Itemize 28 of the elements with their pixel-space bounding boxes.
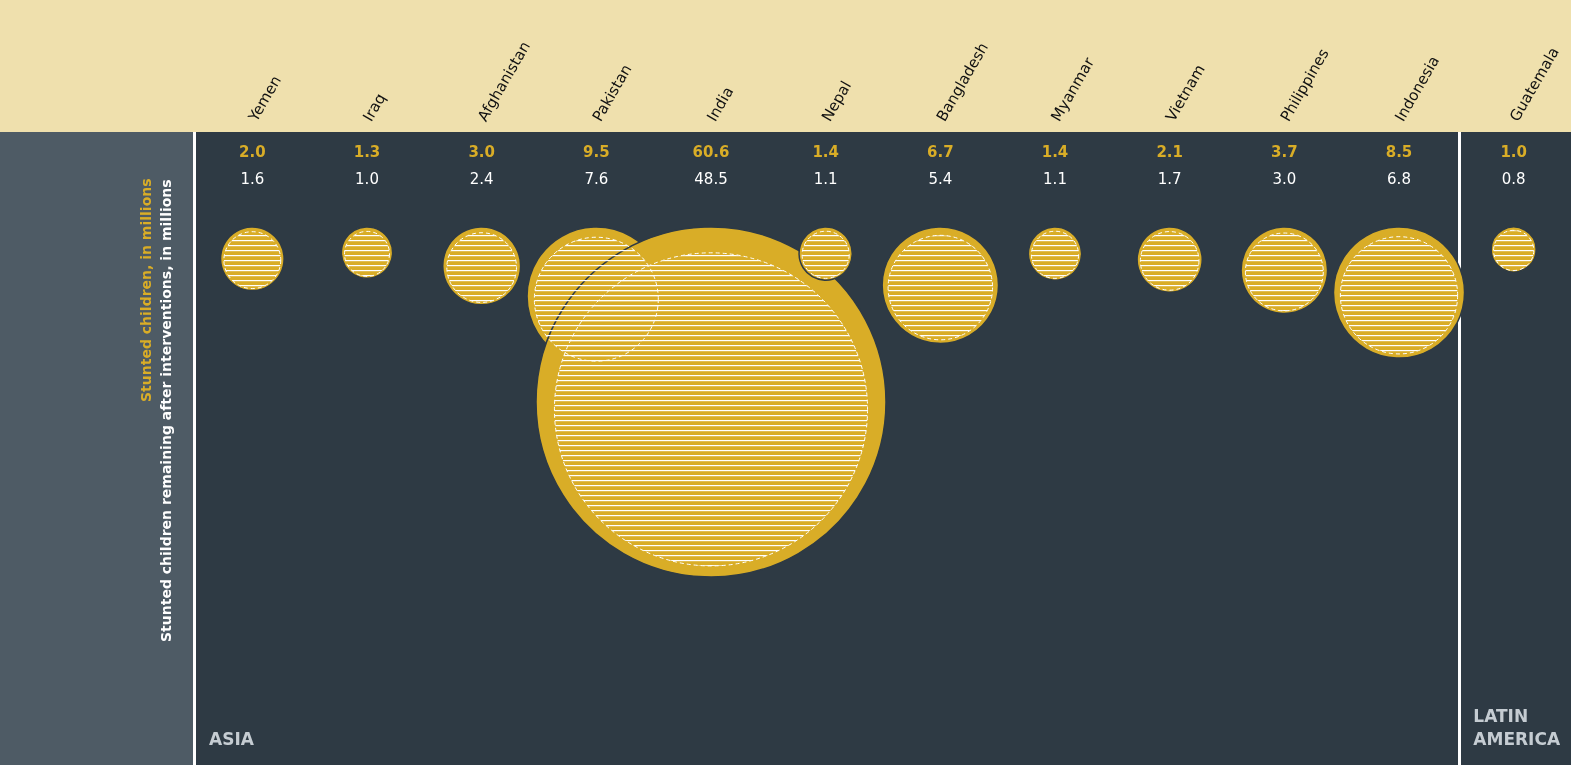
data-label: 3.0 bbox=[1272, 170, 1297, 188]
data-label: 2.0 bbox=[239, 143, 266, 161]
data-label: 1.6 bbox=[240, 170, 265, 188]
data-label: 1.0 bbox=[355, 170, 379, 188]
text: LATIN AMERICA bbox=[1473, 705, 1562, 751]
data-label: 3.0 bbox=[468, 143, 495, 161]
text: ASIA bbox=[209, 728, 255, 751]
data-label: 1.4 bbox=[1041, 143, 1069, 161]
legend-label: Stunted children remaining after interventions, in millions bbox=[158, 179, 174, 642]
legend-label: Stunted children, in millions bbox=[138, 178, 154, 402]
data-label: 7.6 bbox=[584, 170, 609, 188]
data-label: 5.4 bbox=[928, 170, 953, 188]
data-label: 2.4 bbox=[469, 170, 494, 188]
data-label: 0.8 bbox=[1501, 170, 1526, 188]
data-label: 48.5 bbox=[694, 170, 728, 188]
data-label: 9.5 bbox=[583, 143, 610, 161]
data-label: 8.5 bbox=[1385, 143, 1413, 161]
data-label: 1.4 bbox=[812, 143, 839, 161]
data-label: 1.7 bbox=[1157, 170, 1182, 188]
data-label: 1.1 bbox=[1043, 170, 1067, 188]
data-label: 2.1 bbox=[1156, 143, 1183, 161]
data-label: 60.6 bbox=[692, 143, 730, 161]
data-label: 3.7 bbox=[1271, 143, 1298, 161]
data-label: 1.1 bbox=[813, 170, 838, 188]
data-label: 1.3 bbox=[353, 143, 381, 161]
data-label: 1.0 bbox=[1500, 143, 1527, 161]
data-label: 6.8 bbox=[1387, 170, 1411, 188]
data-label: 6.7 bbox=[927, 143, 954, 161]
